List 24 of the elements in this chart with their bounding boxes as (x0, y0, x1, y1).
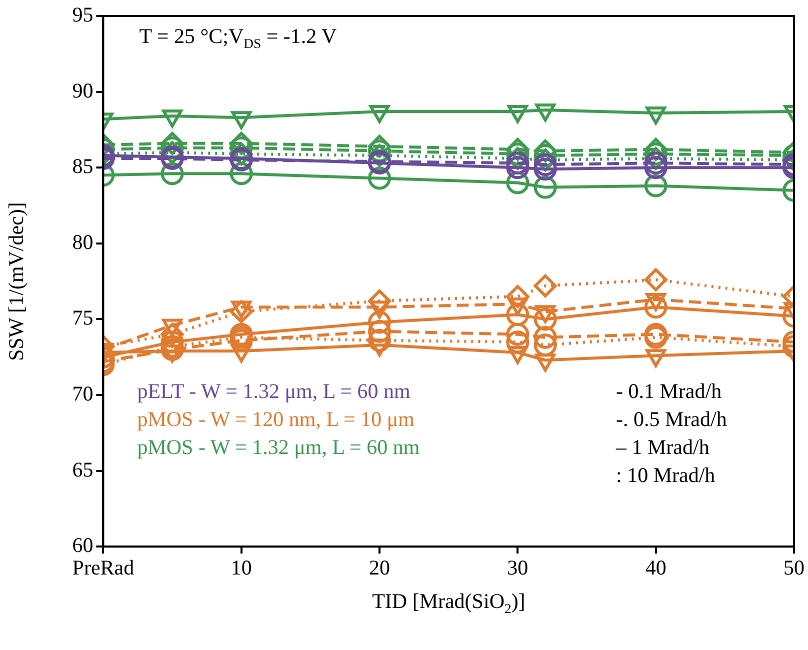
annotation: T = 25 °C;V$_{DS}$ = -1.2 V (139, 24, 337, 52)
annotation: - 0.1 Mrad/h (616, 378, 722, 404)
y-axis-title: SSW [1/(mV/dec)] (3, 202, 28, 361)
y-tick-label: 65 (72, 457, 94, 482)
x-tick-label: 20 (369, 556, 390, 580)
y-tick-label: 70 (72, 382, 94, 406)
annotation: -. 0.5 Mrad/h (616, 406, 727, 432)
x-tick-label: 50 (784, 556, 804, 580)
x-tick-label: 40 (645, 556, 666, 580)
text: pMOS - W = 120 nm, L = 10 μm (137, 406, 414, 432)
x-tick-label: 10 (230, 556, 252, 580)
y-tick-label: 90 (72, 78, 94, 102)
y-tick-label: 80 (72, 230, 94, 254)
y-tick-label: 75 (72, 306, 94, 330)
x-axis-title: TID [Mrad(SiO$_{2}$)] (372, 588, 526, 617)
y-tick-label: 60 (72, 533, 94, 558)
x-tick-label: 30 (507, 556, 528, 580)
annotation: : 10 Mrad/h (616, 462, 716, 488)
text: pMOS - W = 1.32 μm, L = 60 nm (137, 434, 420, 460)
text: pELT - W = 1.32 μm, L = 60 nm (137, 378, 410, 404)
y-tick-label: 95 (72, 2, 94, 27)
y-tick-label: 85 (72, 154, 94, 178)
x-tick-label: PreRad (72, 556, 135, 580)
annotation: – 1 Mrad/h (616, 434, 710, 460)
